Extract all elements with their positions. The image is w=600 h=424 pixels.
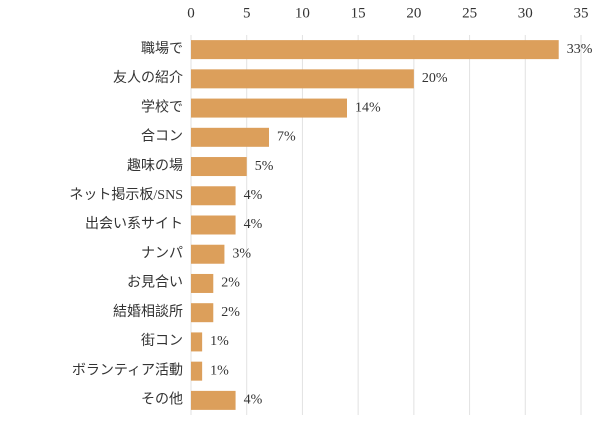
- value-label: 1%: [210, 363, 229, 378]
- value-label: 1%: [210, 334, 229, 349]
- y-tick-label: ネット掲示板/SNS: [69, 187, 183, 203]
- x-tick-label: 35: [574, 5, 589, 21]
- x-tick-label: 10: [295, 5, 310, 21]
- bar: [191, 186, 236, 206]
- value-label: 4%: [244, 217, 263, 232]
- y-tick-label: お見合い: [127, 275, 183, 291]
- bar: [191, 69, 414, 89]
- bar: [191, 244, 225, 264]
- bar: [191, 332, 203, 352]
- y-tick-label: その他: [141, 392, 183, 408]
- x-tick-label: 30: [518, 5, 533, 21]
- bar: [191, 361, 203, 381]
- value-label: 2%: [221, 276, 240, 291]
- y-tick-label: 学校で: [141, 98, 183, 115]
- y-tick-label: 友人の紹介: [113, 70, 183, 86]
- x-tick-label: 5: [243, 5, 251, 21]
- value-label: 7%: [277, 130, 296, 145]
- y-tick-label: ナンパ: [141, 245, 183, 261]
- bar: [191, 40, 559, 60]
- x-tick-label: 25: [462, 5, 477, 21]
- value-label: 20%: [422, 71, 448, 86]
- bar: [191, 390, 236, 410]
- y-tick-label: 街コン: [141, 333, 183, 349]
- value-label: 33%: [567, 42, 593, 57]
- value-label: 4%: [244, 393, 263, 408]
- value-label: 14%: [355, 100, 381, 115]
- value-label: 4%: [244, 188, 263, 203]
- bar: [191, 273, 214, 293]
- bar: [191, 98, 347, 118]
- y-tick-label: 職場で: [141, 41, 183, 57]
- y-tick-label: ボランティア活動: [72, 362, 183, 378]
- bar: [191, 127, 269, 147]
- value-label: 5%: [255, 159, 274, 174]
- value-label: 3%: [232, 246, 251, 261]
- y-tick-label: 合コン: [141, 129, 183, 145]
- x-tick-label: 0: [187, 5, 195, 21]
- bar: [191, 303, 214, 323]
- x-tick-label: 20: [406, 5, 421, 21]
- x-tick-label: 15: [351, 5, 366, 21]
- y-tick-label: 出会い系サイト: [85, 216, 183, 232]
- y-tick-label: 結婚相談所: [113, 304, 183, 320]
- y-tick-label: 趣味の場: [127, 158, 183, 174]
- value-label: 2%: [221, 305, 240, 320]
- bar: [191, 215, 236, 235]
- bar: [191, 157, 247, 177]
